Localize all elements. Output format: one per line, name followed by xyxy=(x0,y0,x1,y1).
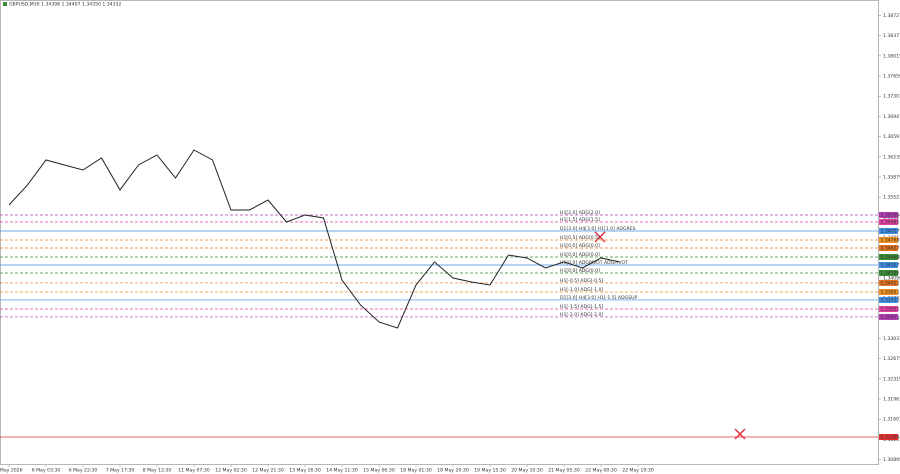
y-tick-label: 1.37303 xyxy=(883,94,900,100)
price-box xyxy=(879,236,898,243)
level-label: H1[-2.0] ADG[-2.0] xyxy=(560,312,603,318)
price-box-label: 1.33711 xyxy=(881,297,900,303)
x-tick-label: 22 May 00:30 xyxy=(585,468,617,474)
x-tick-label: 12 May 02:30 xyxy=(215,468,247,474)
y-tick-label: 1.38727 xyxy=(883,13,900,19)
x-tick-label: 12 May 21:30 xyxy=(252,468,284,474)
price-box-label: 1.35209 xyxy=(881,212,900,218)
level-label: H1[2.0] ADG[2.0] xyxy=(560,210,600,216)
level-label: H1[0.0] ADG[0.0] xyxy=(560,243,600,249)
x-tick-label: 18 May 20:30 xyxy=(437,468,469,474)
y-tick-label: 1.36947 xyxy=(883,114,900,120)
level-label: H1[-1.5] ADG[-1.5] xyxy=(560,304,603,310)
x-tick-label: 11 May 07:30 xyxy=(178,468,210,474)
x-tick-label: 7 May 17:30 xyxy=(106,468,135,474)
price-line xyxy=(8,149,620,329)
price-box xyxy=(879,433,898,440)
y-tick-label: 1.37659 xyxy=(883,74,900,80)
y-tick-label: 1.36235 xyxy=(883,154,900,160)
price-box-label: 1.34468 xyxy=(881,254,900,260)
price-box-label: 1.35085 xyxy=(881,220,900,226)
price-box-label: 1.33411 xyxy=(881,314,900,320)
price-box-label: 1.34327 xyxy=(881,262,900,268)
level-label: H1[-1.0] ADG[-1.0] xyxy=(560,287,603,293)
x-tick-label: 20 May 10:30 xyxy=(511,468,543,474)
price-box xyxy=(879,305,898,312)
y-tick-label: 1.35879 xyxy=(883,174,900,180)
level-label: D1[3.0] H4[3.0] H1[1.0] ADGRES xyxy=(560,226,636,232)
price-box xyxy=(879,279,898,286)
price-box-label: 1.34927 xyxy=(881,228,900,234)
price-box-label: 1.33551 xyxy=(881,306,900,312)
price-box xyxy=(879,253,898,260)
level-label: H1[0.0] ADG[0.0] xyxy=(560,268,600,274)
x-tick-label: 6 May 03:30 xyxy=(32,468,61,474)
x-tick-label: 6 May 22:30 xyxy=(69,468,98,474)
y-tick-label: 1.32675 xyxy=(883,356,900,362)
price-box xyxy=(879,313,898,320)
price-box xyxy=(879,261,898,268)
price-box xyxy=(879,227,898,234)
price-box-label: 1.33851 xyxy=(881,289,900,295)
level-label: H1[0.0] ADG[0.0] xyxy=(560,252,600,258)
x-tick-label: 19 May 15:30 xyxy=(474,468,506,474)
y-tick-label: 1.35523 xyxy=(883,195,900,201)
price-box xyxy=(879,296,898,303)
x-tick-label: 15 May 06:30 xyxy=(363,468,395,474)
level-label: H1[1.5] ADG[1.5] xyxy=(560,217,600,223)
x-tick-label: 18 May 01:30 xyxy=(400,468,432,474)
price-box xyxy=(879,288,898,295)
y-tick-label: 1.34099 xyxy=(883,275,900,281)
price-box-label: 1.34627 xyxy=(881,245,900,251)
y-tick-label: 1.32319 xyxy=(883,376,900,382)
price-box xyxy=(879,219,898,226)
price-box-label: 1.31294 xyxy=(881,434,900,440)
level-label: H1[0.5] ADG[0.5] xyxy=(560,235,600,241)
x-tick-label: 13 May 16:30 xyxy=(289,468,321,474)
x-tick-label: 5 May 2026 xyxy=(0,468,23,474)
x-tick-label: 21 May 05:30 xyxy=(548,468,580,474)
y-tick-label: 1.30895 xyxy=(883,457,900,463)
level-label: D1[3.0] H4[3.0] H1[-1.5] ADGSUP xyxy=(560,295,637,301)
level-label: H1[0.0] ADGPIVOT ADGPIVOT xyxy=(560,260,628,266)
price-box xyxy=(879,211,898,218)
y-tick-label: 1.31963 xyxy=(883,397,900,403)
symbol-icon xyxy=(3,2,7,6)
price-box-label: 1.34768 xyxy=(881,237,900,243)
y-tick-label: 1.38015 xyxy=(883,53,900,59)
x-tick-label: 22 May 19:30 xyxy=(622,468,654,474)
price-box xyxy=(879,269,898,276)
price-box xyxy=(879,244,898,251)
x-tick-label: 14 May 11:30 xyxy=(326,468,358,474)
price-box-label: 1.34011 xyxy=(881,280,900,286)
plot-frame xyxy=(0,0,879,465)
level-label: H1[-0.5] ADG[-0.5] xyxy=(560,278,603,284)
x-tick-label: 8 May 12:30 xyxy=(143,468,172,474)
y-tick-label: 1.31607 xyxy=(883,417,900,423)
price-box-label: 1.34186 xyxy=(881,270,900,276)
chart-title: GBPUSD,M30 1.34398 1.34407 1.34350 1.343… xyxy=(9,2,121,8)
